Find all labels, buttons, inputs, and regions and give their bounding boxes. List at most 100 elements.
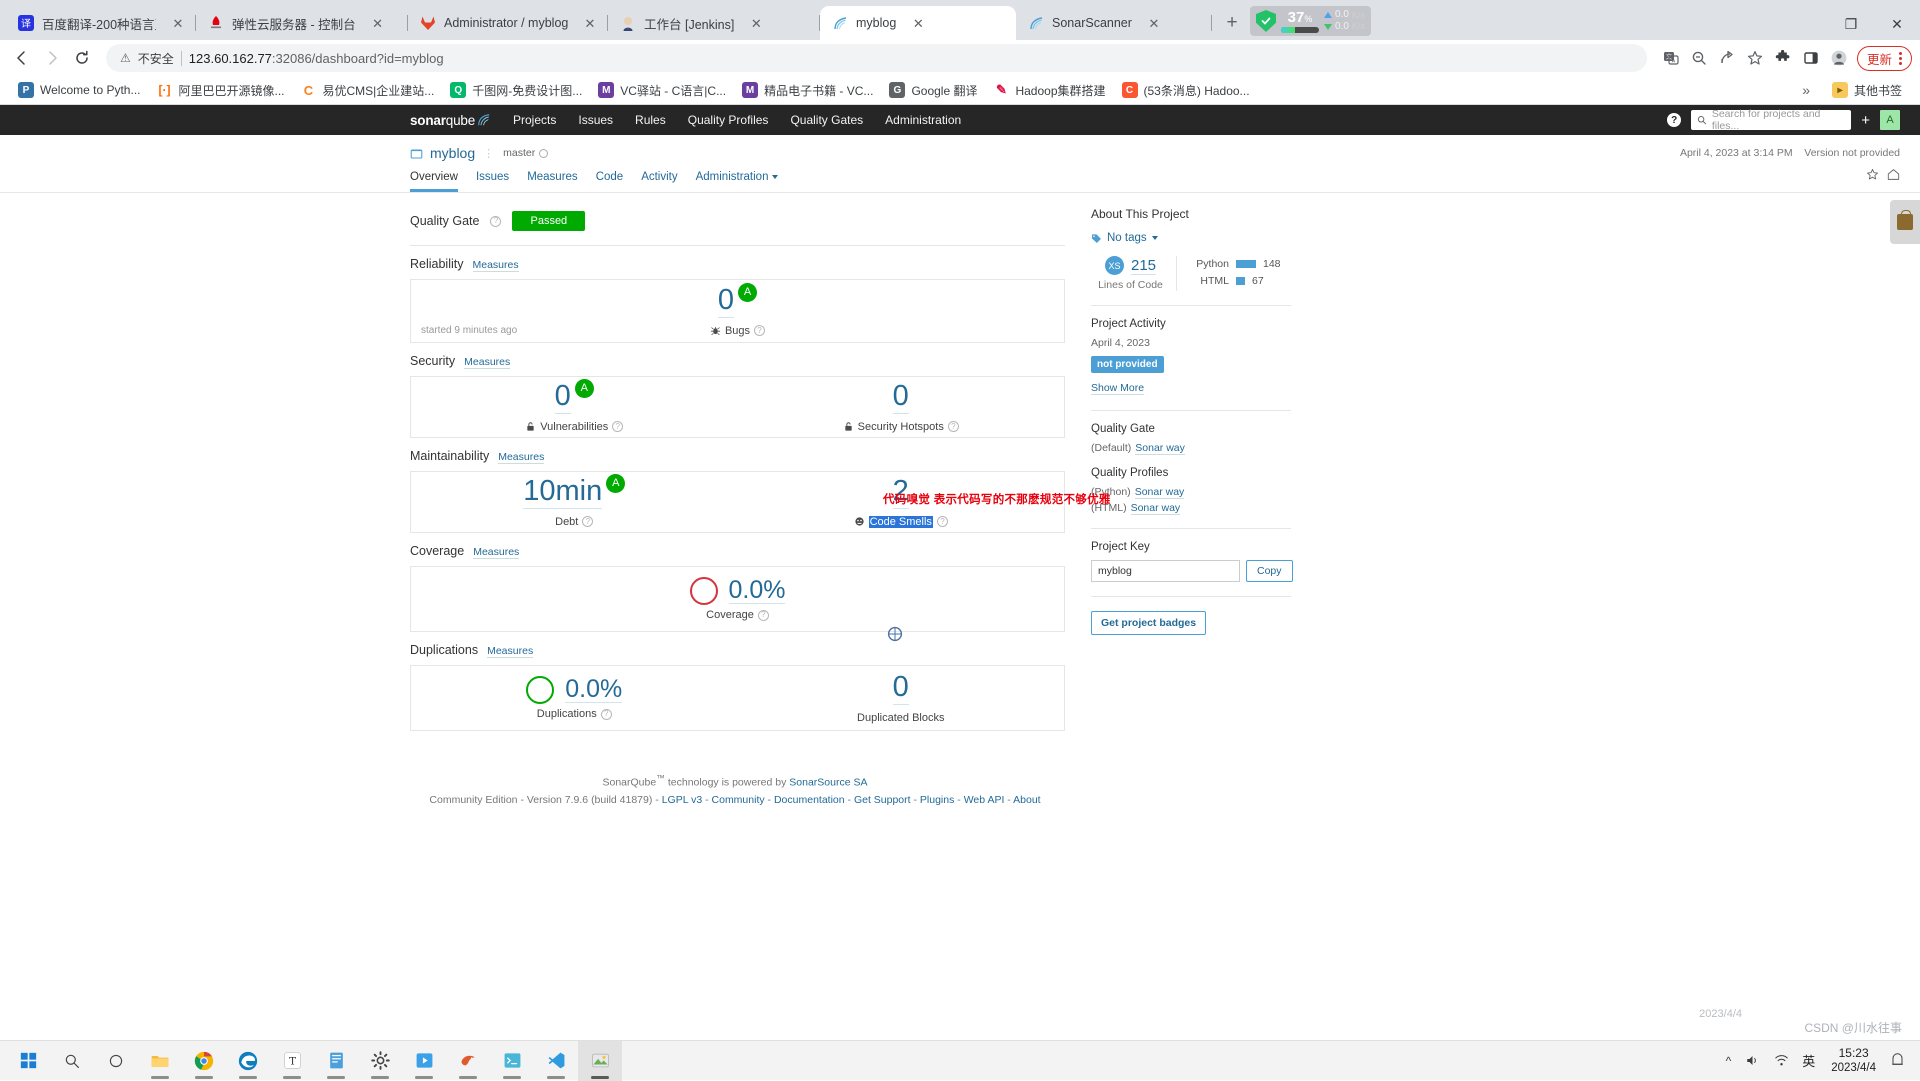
measures-link[interactable]: Measures [487,645,533,658]
zoom-out-icon[interactable] [1685,44,1713,72]
taskbar-image-viewer[interactable] [578,1041,622,1081]
add-icon[interactable]: + [1861,113,1870,128]
nav-quality-gates[interactable]: Quality Gates [790,113,863,127]
bookmark-star-icon[interactable] [1741,44,1769,72]
footer-link-documentation[interactable]: Documentation [774,794,845,806]
notifications-icon[interactable] [1886,1050,1908,1072]
help-icon[interactable]: ? [948,421,959,432]
profile-avatar-icon[interactable] [1825,44,1853,72]
help-icon[interactable]: ? [582,516,593,527]
taskbar-file-explorer[interactable] [138,1041,182,1081]
taskbar-media-player[interactable] [402,1041,446,1081]
tab-issues[interactable]: Issues [476,171,509,192]
bookmark-item[interactable]: M 精品电子书籍 - VC... [734,78,881,102]
new-tab-button[interactable]: + [1218,9,1246,37]
browser-tab-0[interactable]: 译 百度翻译-200种语言互译、 ✕ [6,6,196,40]
footer-link-plugins[interactable]: Plugins [920,794,954,806]
browser-tab-2[interactable]: Administrator / myblog · ✕ [408,6,608,40]
bookmark-item[interactable]: C 易优CMS|企业建站... [293,78,443,102]
start-button[interactable] [6,1041,50,1081]
metric-label-text[interactable]: Security Hotspots [858,421,944,433]
restore-window-button[interactable]: ❐ [1828,8,1874,40]
tab-close-icon[interactable]: ✕ [170,15,186,31]
update-button[interactable]: 更新 [1857,46,1912,71]
volume-icon[interactable] [1738,1041,1767,1081]
footer-link-community[interactable]: Community [712,794,765,806]
tab-close-icon[interactable]: ✕ [1146,15,1162,31]
help-icon[interactable]: ? [601,709,612,720]
sonarqube-logo[interactable]: sonarqube [410,113,491,128]
measures-link[interactable]: Measures [498,451,544,464]
nav-administration[interactable]: Administration [885,113,961,127]
bookmark-item[interactable]: C (53条消息) Hadoo... [1114,78,1258,102]
quality-gate-link[interactable]: Sonar way [1135,442,1185,455]
taskbar-vscode[interactable] [534,1041,578,1081]
bookmark-item[interactable]: G Google 翻译 [881,78,985,102]
footer-link-lgpl[interactable]: LGPL v3 [662,794,702,806]
address-bar[interactable]: ⚠ 不安全 123.60.162.77:32086/dashboard?id=m… [106,44,1647,72]
avatar[interactable]: A [1880,110,1900,130]
side-panel-icon[interactable] [1797,44,1825,72]
help-icon[interactable]: ? [754,325,765,336]
share-icon[interactable] [1713,44,1741,72]
close-window-button[interactable]: ✕ [1874,8,1920,40]
tags-selector[interactable]: No tags [1091,232,1291,244]
nav-quality-profiles[interactable]: Quality Profiles [688,113,769,127]
metric-value[interactable]: 0.0% [565,677,622,703]
bookmark-item[interactable]: P Welcome to Pyth... [10,78,148,102]
tab-administration[interactable]: Administration [696,171,779,192]
tab-close-icon[interactable]: ✕ [748,15,764,31]
taskbar-navicat[interactable] [446,1041,490,1081]
quality-profile-link[interactable]: Sonar way [1135,486,1185,499]
metric-value[interactable]: 10min [523,477,602,509]
help-icon[interactable]: ? [490,216,501,227]
tab-close-icon[interactable]: ✕ [910,15,926,31]
taskbar-xshell[interactable] [490,1041,534,1081]
nav-projects[interactable]: Projects [513,113,556,127]
search-input[interactable]: Search for projects and files... [1691,110,1851,130]
taskbar-chrome[interactable] [182,1041,226,1081]
measures-link[interactable]: Measures [473,259,519,272]
metric-value[interactable]: 0 [893,382,909,414]
metric-label-text[interactable]: Bugs [725,325,750,337]
network-icon[interactable] [1767,1041,1796,1081]
project-key-input[interactable] [1091,560,1240,582]
chrome-menu-icon[interactable] [1899,52,1902,65]
edge-sidebar-widget[interactable] [1890,200,1920,244]
favorite-star-icon[interactable] [1866,168,1879,181]
metric-label-text[interactable]: Coverage [706,609,754,621]
metric-label-text[interactable]: Code Smells [869,516,933,528]
quality-profile-link[interactable]: Sonar way [1131,502,1181,515]
browser-tab-5[interactable]: SonarScanner ✕ [1016,6,1212,40]
taskbar-edge[interactable] [226,1041,270,1081]
search-button[interactable] [50,1041,94,1081]
measures-link[interactable]: Measures [473,546,519,559]
home-icon[interactable] [1887,168,1900,181]
copy-button[interactable]: Copy [1246,560,1293,582]
help-icon[interactable]: ? [937,516,948,527]
metric-value[interactable]: 0 [555,382,571,414]
tab-measures[interactable]: Measures [527,171,578,192]
metric-value[interactable]: 0 [718,286,734,318]
footer-link-web-api[interactable]: Web API [964,794,1005,806]
taskbar-typora[interactable]: T [270,1041,314,1081]
tab-close-icon[interactable]: ✕ [370,15,386,31]
browser-tab-4[interactable]: myblog ✕ [820,6,1016,40]
measures-link[interactable]: Measures [464,356,510,369]
taskbar-notepad[interactable] [314,1041,358,1081]
show-more-link[interactable]: Show More [1091,382,1144,395]
bookmark-item[interactable]: Q 千图网-免费设计图... [442,78,590,102]
metric-value[interactable]: 0 [893,673,909,705]
back-button[interactable] [8,44,36,72]
ime-indicator[interactable]: 英 [1796,1051,1821,1070]
help-icon[interactable]: ? [612,421,623,432]
bookmark-item[interactable]: ✎ Hadoop集群搭建 [985,78,1113,102]
tab-overview[interactable]: Overview [410,171,458,192]
metric-value[interactable]: 0.0% [729,578,786,604]
lines-of-code-value[interactable]: 215 [1131,257,1156,275]
browser-tab-3[interactable]: 工作台 [Jenkins] ✕ [608,6,820,40]
footer-sonarsource-link[interactable]: SonarSource SA [789,777,867,789]
tab-close-icon[interactable]: ✕ [582,15,598,31]
footer-link-about[interactable]: About [1013,794,1040,806]
